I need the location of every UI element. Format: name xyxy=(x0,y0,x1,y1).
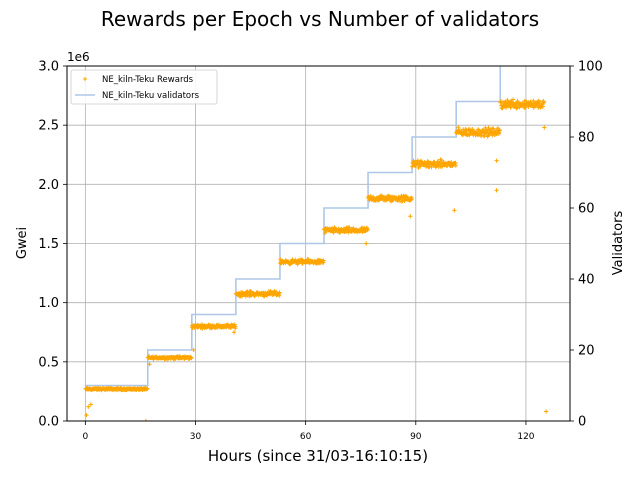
legend-label-rewards: NE_kiln-Teku Rewards xyxy=(102,75,194,85)
reward-point xyxy=(485,134,490,139)
reward-point xyxy=(537,99,543,105)
y-tick-label: 0.0 xyxy=(38,415,59,430)
reward-point xyxy=(189,356,194,361)
y2-axis-label: Validators xyxy=(611,211,626,276)
x-tick-label: 120 xyxy=(517,432,534,442)
reward-point xyxy=(408,214,413,219)
reward-point xyxy=(486,125,491,130)
plot-area xyxy=(83,66,549,421)
y2-tick-label: 80 xyxy=(578,131,595,146)
reward-point xyxy=(143,418,149,421)
reward-point xyxy=(453,163,458,168)
reward-point xyxy=(86,404,91,409)
reward-point xyxy=(439,158,444,163)
reward-point xyxy=(452,208,457,213)
reward-point xyxy=(535,101,540,106)
reward-point xyxy=(365,228,370,233)
reward-point xyxy=(540,104,545,109)
x-tick-label: 30 xyxy=(190,432,202,442)
legend-box xyxy=(70,69,218,105)
y-axis-label: Gwei xyxy=(15,227,30,259)
rewards-scatter-series xyxy=(83,97,549,421)
reward-point xyxy=(418,164,423,169)
reward-point xyxy=(544,409,549,414)
reward-point xyxy=(542,125,547,130)
reward-point xyxy=(233,324,238,329)
y-multiplier-label: 1e6 xyxy=(67,50,90,64)
y-tick-label: 3.0 xyxy=(38,60,59,75)
reward-point xyxy=(231,330,237,335)
y-tick-label: 1.5 xyxy=(38,237,59,252)
reward-point xyxy=(486,133,491,138)
reward-point xyxy=(88,402,93,407)
reward-point xyxy=(147,362,152,367)
reward-point xyxy=(82,76,88,82)
axes: 0 30 60 90 120 0.0 0.5 1.0 1.5 2.0 2.5 3.0 0 20 40 60 80… xyxy=(38,60,603,443)
y2-tick-label: 0 xyxy=(578,415,586,430)
reward-point xyxy=(495,125,500,131)
reward-point xyxy=(494,158,499,163)
reward-point xyxy=(277,290,282,295)
x-tick-label: 0 xyxy=(82,432,88,442)
x-axis-label: Hours (since 31/03-16:10:15) xyxy=(208,447,428,465)
reward-point xyxy=(145,386,150,391)
reward-point xyxy=(247,294,252,299)
y2-tick-label: 20 xyxy=(578,344,595,359)
reward-point xyxy=(84,412,89,418)
reward-point xyxy=(409,195,414,201)
reward-point xyxy=(422,160,427,165)
validators-step-line xyxy=(85,66,502,387)
chart-title: Rewards per Epoch vs Number of validator… xyxy=(101,7,539,31)
reward-point xyxy=(232,322,237,327)
reward-point xyxy=(515,98,520,104)
y2-tick-label: 60 xyxy=(578,202,595,217)
reward-point xyxy=(191,347,196,353)
y-tick-label: 0.5 xyxy=(38,355,59,370)
reward-point xyxy=(497,128,502,133)
y-tick-label: 1.0 xyxy=(38,296,59,311)
x-tick-label: 60 xyxy=(300,432,312,442)
y2-tick-label: 40 xyxy=(578,273,595,288)
reward-point xyxy=(239,294,245,299)
reward-point xyxy=(494,188,499,193)
reward-point xyxy=(399,199,405,204)
y-tick-label: 2.0 xyxy=(38,178,59,193)
reward-point xyxy=(408,198,413,203)
legend: NE_kiln-Teku Rewards NE_kiln-Teku validat… xyxy=(70,69,218,105)
reward-point xyxy=(541,100,547,105)
y2-tick-label: 100 xyxy=(578,60,603,75)
reward-point xyxy=(511,97,516,102)
y-tick-label: 2.5 xyxy=(38,119,59,134)
reward-point xyxy=(321,258,326,263)
legend-label-validators: NE_kiln-Teku validators xyxy=(102,91,200,101)
x-tick-label: 90 xyxy=(410,432,422,442)
reward-point xyxy=(415,158,420,163)
reward-point xyxy=(364,241,369,246)
